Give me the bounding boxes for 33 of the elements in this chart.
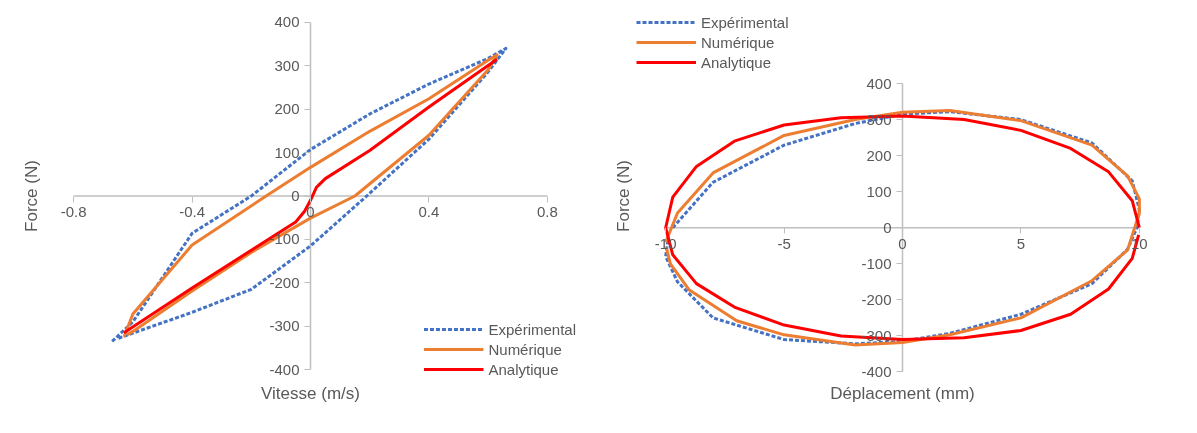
x-axis-title: Déplacement (mm) bbox=[830, 383, 975, 403]
legend-label: Analytique bbox=[701, 53, 772, 71]
legend-label: Analytique bbox=[488, 360, 559, 378]
x-tick-label: 0.8 bbox=[536, 203, 558, 220]
x-tick-label: 0 bbox=[306, 203, 315, 220]
y-axis-title: Force (N) bbox=[21, 160, 41, 232]
y-tick-label: 200 bbox=[866, 146, 892, 164]
y-tick-label: -400 bbox=[861, 362, 892, 380]
x-tick-label: -0.8 bbox=[60, 203, 87, 220]
legend-label: Numérique bbox=[488, 340, 562, 358]
x-tick-label: -5 bbox=[777, 234, 791, 252]
x-tick-label: 5 bbox=[1016, 234, 1026, 252]
legend-label: Numérique bbox=[701, 33, 775, 51]
y-tick-label: 300 bbox=[274, 56, 300, 74]
y-tick-label: -200 bbox=[269, 273, 300, 291]
y-tick-label: -200 bbox=[861, 290, 892, 308]
y-tick-label: -300 bbox=[269, 317, 300, 335]
legend-label: Expérimental bbox=[701, 13, 789, 31]
y-tick-label: 200 bbox=[274, 100, 300, 118]
legend-label: Expérimental bbox=[488, 320, 576, 338]
y-tick-label: 100 bbox=[274, 143, 300, 161]
y-tick-label: -400 bbox=[269, 360, 300, 378]
y-axis-title: Force (N) bbox=[613, 160, 633, 232]
x-axis-title: Vitesse (m/s) bbox=[261, 383, 360, 403]
y-tick-label: 100 bbox=[866, 182, 892, 200]
y-tick-label: 0 bbox=[883, 218, 892, 236]
x-tick-label: 0.4 bbox=[418, 203, 440, 220]
y-tick-label: 400 bbox=[866, 74, 892, 92]
y-tick-label: 0 bbox=[291, 187, 300, 204]
x-tick-label: -0.4 bbox=[179, 203, 206, 220]
y-tick-label: 400 bbox=[274, 13, 300, 31]
y-tick-label: -100 bbox=[861, 254, 892, 272]
x-tick-label: 0 bbox=[898, 234, 907, 252]
